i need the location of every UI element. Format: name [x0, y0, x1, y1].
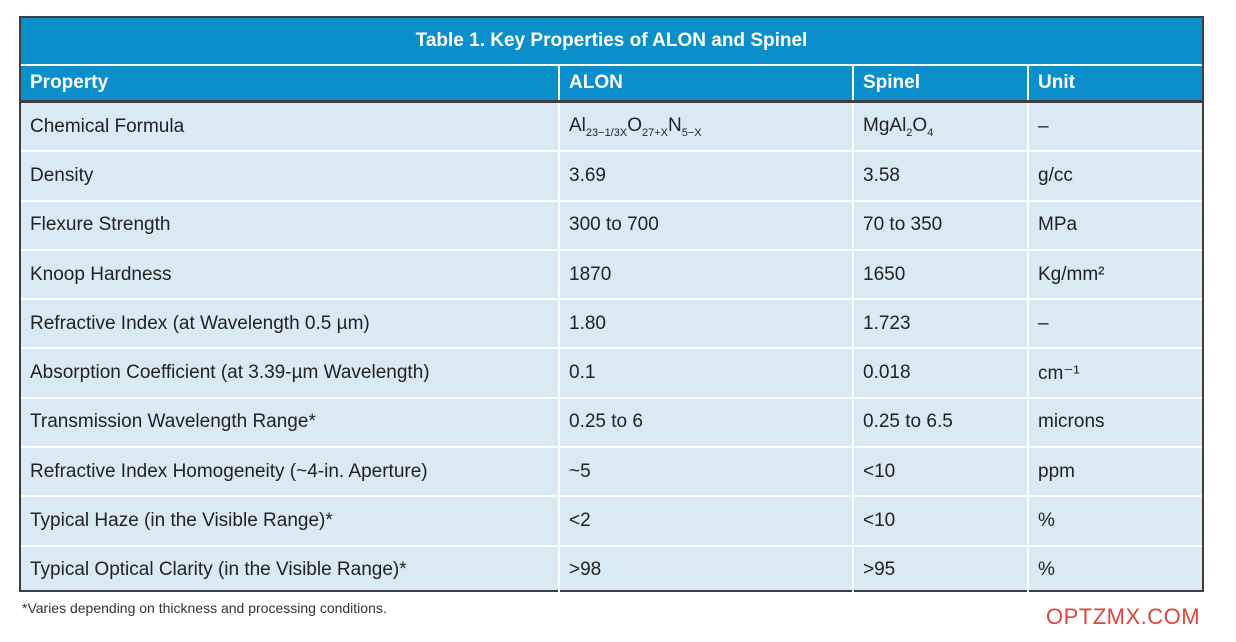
formula-part: O: [627, 114, 642, 136]
unit-cell: %: [1038, 559, 1055, 581]
formula-part: Al: [569, 114, 586, 136]
property-cell: Refractive Index (at Wavelength 0.5 µm): [21, 299, 560, 350]
unit-cell: MPa: [1028, 200, 1202, 251]
table-row: Refractive Index Homogeneity (~4-in. Ape…: [21, 447, 1202, 498]
spinel-cell: >95: [853, 545, 1029, 594]
unit-cell: –: [1028, 101, 1202, 153]
property-cell: Density: [21, 151, 560, 202]
alon-cell: 0.1: [559, 348, 854, 399]
property-cell: Chemical Formula: [21, 101, 560, 153]
spinel-formula-cell: MgAl2O4: [853, 101, 1029, 153]
property-cell: Refractive Index Homogeneity (~4-in. Ape…: [21, 447, 560, 498]
property-cell: Knoop Hardness: [21, 249, 560, 301]
alon-cell: 300 to 700: [559, 200, 854, 251]
formula-subscript: 2: [906, 126, 913, 139]
property-cell: Transmission Wavelength Range*: [21, 397, 560, 449]
properties-table: Property ALON Spinel Unit Chemical Formu…: [21, 66, 1202, 594]
table-row: Absorption Coefficient (at 3.39-µm Wavel…: [21, 348, 1202, 399]
spinel-cell: <10: [853, 496, 1029, 547]
header-row: Property ALON Spinel Unit: [21, 66, 1202, 103]
alon-cell: 1.80: [559, 299, 854, 350]
unit-cell: ppm: [1028, 447, 1202, 498]
unit-cell: microns: [1028, 397, 1202, 449]
table-row: Density 3.69 3.58 g/cc: [21, 151, 1202, 202]
formula-part: N: [667, 114, 682, 136]
unit-cell: –: [1028, 299, 1202, 350]
property-cell: Absorption Coefficient (at 3.39-µm Wavel…: [21, 348, 560, 399]
table-row: Knoop Hardness 1870 1650 Kg/mm²: [21, 249, 1202, 301]
unit-cell: g/cc: [1028, 151, 1202, 202]
header-unit: Unit: [1028, 66, 1202, 103]
table-row: Chemical Formula Al23−1/3XO27+XN5−X MgAl…: [21, 101, 1202, 153]
alon-formula-cell: Al23−1/3XO27+XN5−X: [559, 101, 854, 153]
property-cell: Typical Optical Clarity (in the Visible …: [21, 545, 560, 594]
formula-subscript: 5−X: [681, 126, 702, 139]
table-row: Typical Optical Clarity (in the Visible …: [21, 545, 1202, 594]
alon-cell: 1870: [559, 249, 854, 301]
alon-cell: >98: [559, 545, 854, 594]
property-cell: Typical Haze (in the Visible Range)*: [21, 496, 560, 547]
spinel-cell: 0.018: [853, 348, 1029, 399]
alon-cell: <2: [559, 496, 854, 547]
formula-part: MgAl: [863, 114, 907, 136]
header-property: Property: [21, 66, 560, 103]
alon-cell: 0.25 to 6: [559, 397, 854, 449]
spinel-cell: 70 to 350: [853, 200, 1029, 251]
formula-part: O: [912, 114, 928, 136]
header-alon: ALON: [559, 66, 854, 103]
formula-subscript: 4: [927, 126, 934, 139]
property-cell: Flexure Strength: [21, 200, 560, 251]
alon-cell: ~5: [559, 447, 854, 498]
alon-cell: 3.69: [559, 151, 854, 202]
table-row: Refractive Index (at Wavelength 0.5 µm) …: [21, 299, 1202, 350]
table-title: Table 1. Key Properties of ALON and Spin…: [21, 18, 1202, 66]
table-row: Transmission Wavelength Range* 0.25 to 6…: [21, 397, 1202, 449]
spinel-cell: 0.25 to 6.5: [853, 397, 1029, 449]
spinel-cell: 1.723: [853, 299, 1029, 350]
unit-cell: %: [1028, 496, 1202, 547]
unit-cell: Kg/mm²: [1028, 249, 1202, 301]
spinel-cell: 1650: [853, 249, 1029, 301]
table-row: Typical Haze (in the Visible Range)* <2 …: [21, 496, 1202, 547]
formula-subscript: 23−1/3X: [585, 126, 628, 139]
unit-cell: cm⁻¹: [1028, 348, 1202, 399]
watermark: OPTZMX.COM: [1046, 604, 1201, 629]
table-footnote: *Varies depending on thickness and proce…: [22, 600, 387, 616]
spinel-cell: <10: [853, 447, 1029, 498]
table-row: Flexure Strength 300 to 700 70 to 350 MP…: [21, 200, 1202, 251]
properties-table-container: Table 1. Key Properties of ALON and Spin…: [19, 16, 1204, 594]
formula-subscript: 27+X: [641, 126, 668, 139]
spinel-cell: 3.58: [853, 151, 1029, 202]
header-spinel: Spinel: [853, 66, 1029, 103]
